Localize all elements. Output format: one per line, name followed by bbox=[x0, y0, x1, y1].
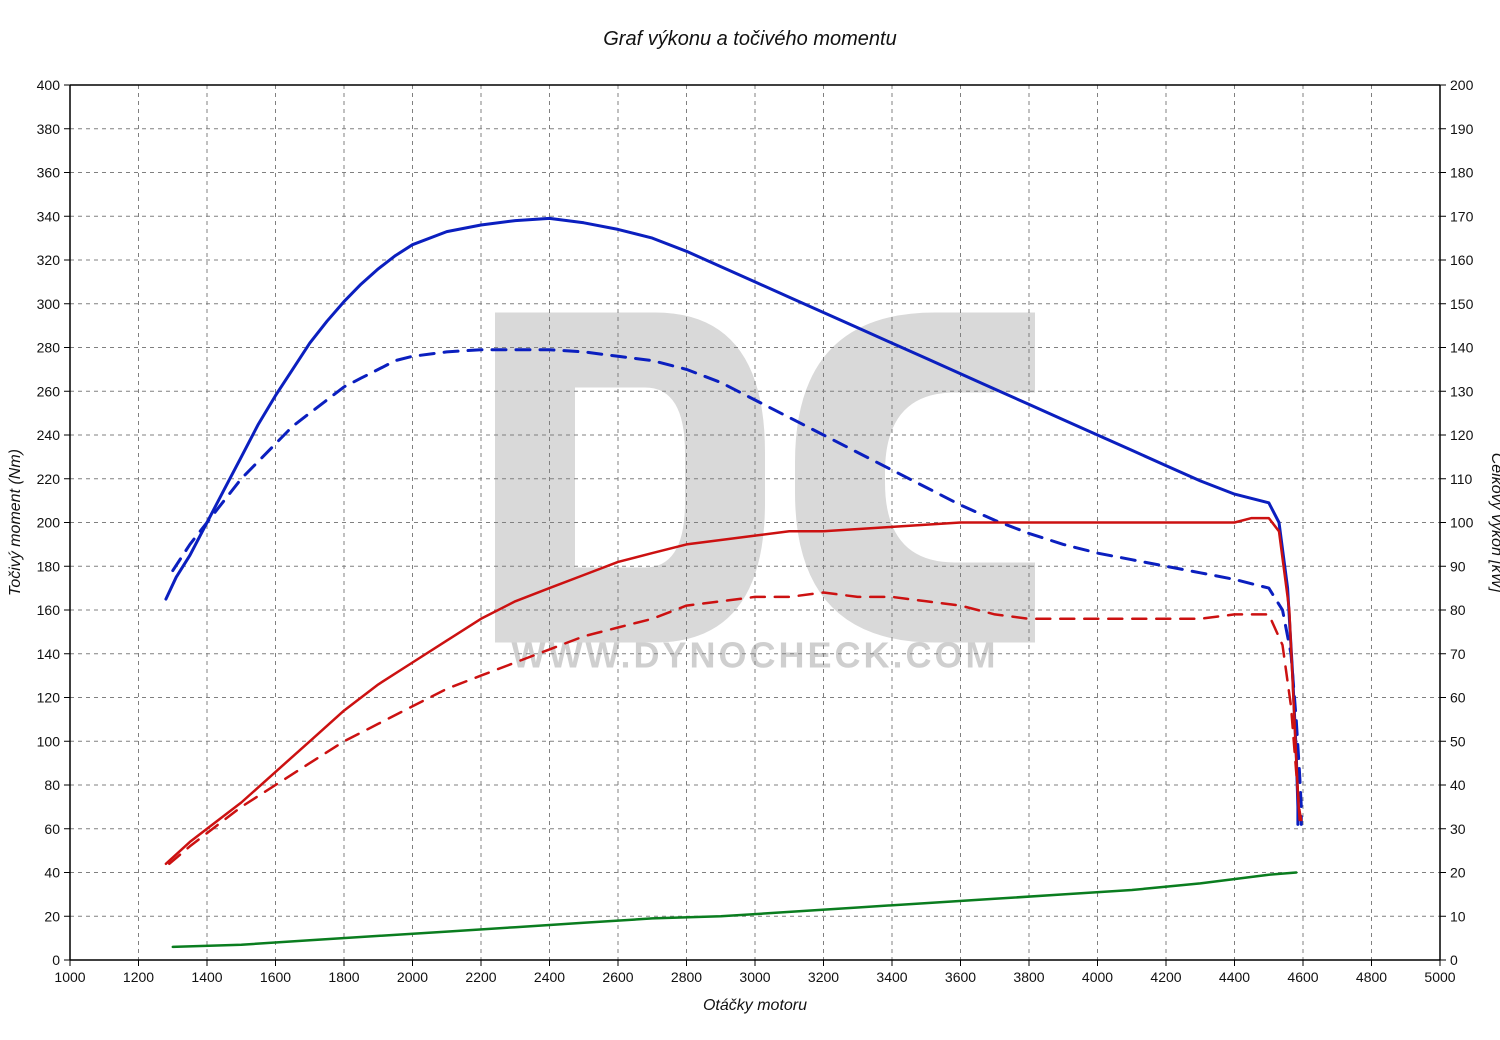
svg-text:3000: 3000 bbox=[739, 969, 770, 985]
svg-text:1200: 1200 bbox=[123, 969, 154, 985]
svg-text:30: 30 bbox=[1450, 821, 1466, 837]
svg-text:240: 240 bbox=[37, 427, 61, 443]
svg-text:1400: 1400 bbox=[191, 969, 222, 985]
svg-text:20: 20 bbox=[44, 908, 60, 924]
svg-text:340: 340 bbox=[37, 208, 61, 224]
svg-text:60: 60 bbox=[44, 821, 60, 837]
svg-text:3400: 3400 bbox=[876, 969, 907, 985]
svg-text:100: 100 bbox=[1450, 515, 1474, 531]
svg-text:90: 90 bbox=[1450, 558, 1466, 574]
svg-text:190: 190 bbox=[1450, 121, 1474, 137]
svg-text:120: 120 bbox=[37, 690, 61, 706]
svg-text:160: 160 bbox=[1450, 252, 1474, 268]
svg-text:0: 0 bbox=[52, 952, 60, 968]
svg-text:1800: 1800 bbox=[328, 969, 359, 985]
svg-text:70: 70 bbox=[1450, 646, 1466, 662]
svg-text:360: 360 bbox=[37, 165, 61, 181]
svg-text:150: 150 bbox=[1450, 296, 1474, 312]
svg-text:40: 40 bbox=[1450, 777, 1466, 793]
svg-text:380: 380 bbox=[37, 121, 61, 137]
svg-text:2200: 2200 bbox=[465, 969, 496, 985]
svg-text:120: 120 bbox=[1450, 427, 1474, 443]
svg-text:4600: 4600 bbox=[1287, 969, 1318, 985]
svg-text:180: 180 bbox=[37, 558, 61, 574]
svg-text:20: 20 bbox=[1450, 865, 1466, 881]
svg-text:0: 0 bbox=[1450, 952, 1458, 968]
svg-text:3600: 3600 bbox=[945, 969, 976, 985]
svg-text:100: 100 bbox=[37, 733, 61, 749]
svg-text:1000: 1000 bbox=[54, 969, 85, 985]
svg-text:80: 80 bbox=[1450, 602, 1466, 618]
svg-text:140: 140 bbox=[37, 646, 61, 662]
svg-text:5000: 5000 bbox=[1424, 969, 1455, 985]
svg-text:180: 180 bbox=[1450, 165, 1474, 181]
svg-text:60: 60 bbox=[1450, 690, 1466, 706]
svg-text:400: 400 bbox=[37, 77, 61, 93]
svg-text:1600: 1600 bbox=[260, 969, 291, 985]
y-right-label: Celkový výkon [kW] bbox=[1488, 453, 1500, 593]
svg-text:2600: 2600 bbox=[602, 969, 633, 985]
chart-svg: WWW.DYNOCHECK.COM10001200140016001800200… bbox=[0, 0, 1500, 1040]
svg-text:140: 140 bbox=[1450, 340, 1474, 356]
svg-text:130: 130 bbox=[1450, 383, 1474, 399]
chart-title: Graf výkonu a točivého momentu bbox=[603, 28, 896, 50]
svg-text:160: 160 bbox=[37, 602, 61, 618]
svg-text:4200: 4200 bbox=[1150, 969, 1181, 985]
svg-text:170: 170 bbox=[1450, 208, 1474, 224]
svg-text:3800: 3800 bbox=[1013, 969, 1044, 985]
svg-text:40: 40 bbox=[44, 865, 60, 881]
svg-text:4800: 4800 bbox=[1356, 969, 1387, 985]
svg-text:3200: 3200 bbox=[808, 969, 839, 985]
svg-text:220: 220 bbox=[37, 471, 61, 487]
svg-text:200: 200 bbox=[37, 515, 61, 531]
svg-text:260: 260 bbox=[37, 383, 61, 399]
svg-text:280: 280 bbox=[37, 340, 61, 356]
svg-text:4400: 4400 bbox=[1219, 969, 1250, 985]
x-axis-label: Otáčky motoru bbox=[703, 997, 807, 1014]
y-left-label: Točivý moment (Nm) bbox=[7, 449, 24, 596]
svg-text:2400: 2400 bbox=[534, 969, 565, 985]
svg-text:10: 10 bbox=[1450, 908, 1466, 924]
svg-text:300: 300 bbox=[37, 296, 61, 312]
svg-text:200: 200 bbox=[1450, 77, 1474, 93]
svg-text:80: 80 bbox=[44, 777, 60, 793]
svg-text:2800: 2800 bbox=[671, 969, 702, 985]
svg-text:4000: 4000 bbox=[1082, 969, 1113, 985]
svg-text:110: 110 bbox=[1450, 471, 1473, 487]
svg-text:50: 50 bbox=[1450, 733, 1466, 749]
svg-text:320: 320 bbox=[37, 252, 61, 268]
dyno-chart: WWW.DYNOCHECK.COM10001200140016001800200… bbox=[0, 0, 1500, 1040]
svg-text:2000: 2000 bbox=[397, 969, 428, 985]
